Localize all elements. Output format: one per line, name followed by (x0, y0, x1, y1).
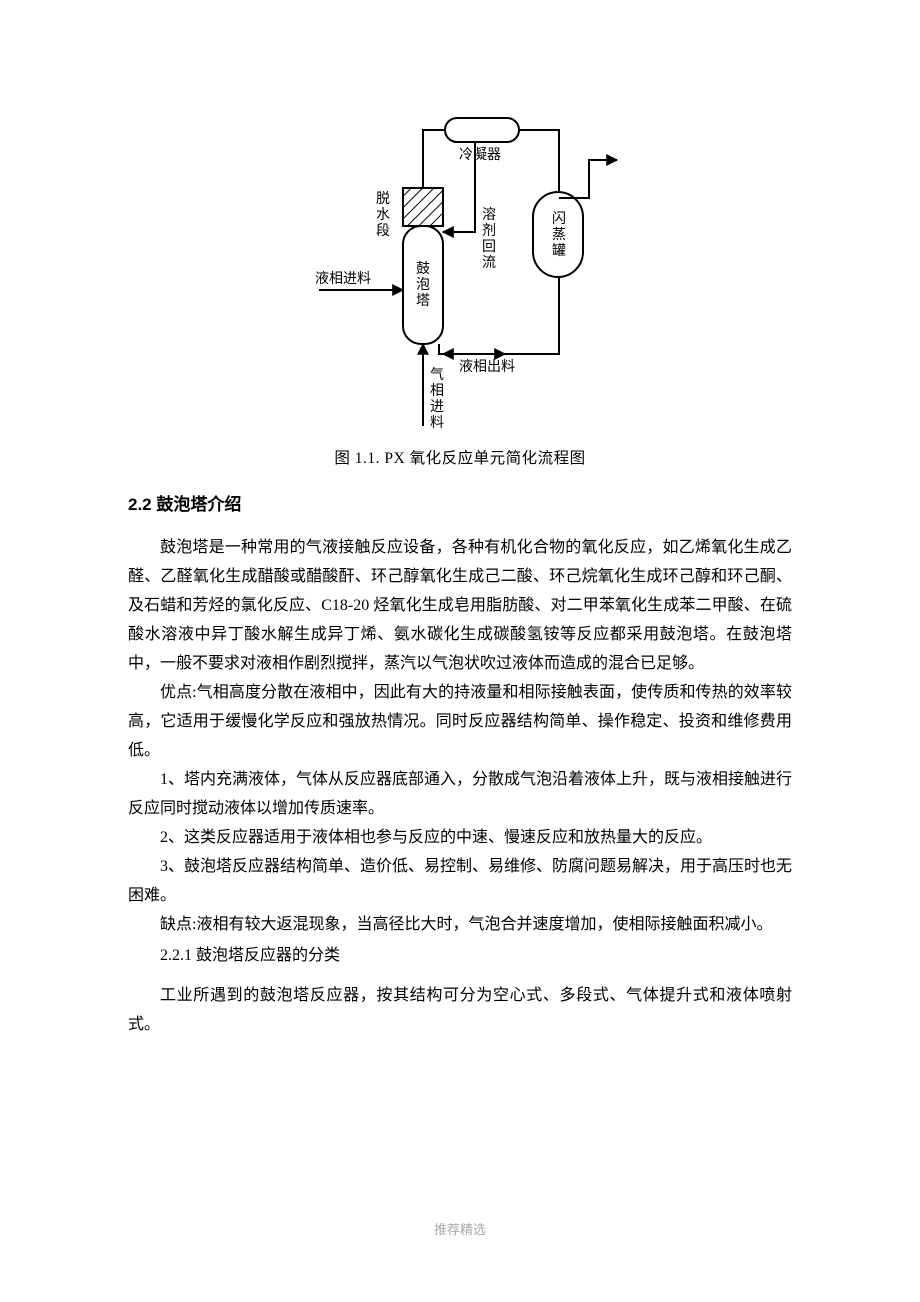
label-liquid-out: 液相出料 (459, 358, 515, 374)
paragraph-point-1: 1、塔内充满液体，气体从反应器底部通入，分散成气泡沿着液体上升，既与液相接触进行… (128, 765, 792, 823)
label-dehydration: 脱水段 (375, 190, 391, 238)
paragraph-point-2: 2、这类反应器适用于液体相也参与反应的中速、慢速反应和放热量大的反应。 (128, 823, 792, 852)
label-gas-in: 气相进料 (429, 366, 445, 430)
paragraph-point-3: 3、鼓泡塔反应器结构简单、造价低、易控制、易维修、防腐问题易解决，用于高压时也无… (128, 852, 792, 910)
page-footer: 推荐精选 (0, 1219, 920, 1238)
label-solvent-reflux: 溶剂回流 (481, 206, 497, 270)
label-bubble-tower: 鼓泡塔 (415, 260, 431, 308)
paragraph-disadvantages: 缺点:液相有较大返混现象，当高径比大时，气泡合并速度增加，使相际接触面积减小。 (128, 910, 792, 939)
label-dehydration-text: 脱水段 (375, 190, 391, 238)
subheading-2-2-1: 2.2.1 鼓泡塔反应器的分类 (128, 941, 792, 971)
diagram-container: 冷凝器 脱水段 液相进料 鼓泡塔 溶剂回流 闪蒸罐 液相出料 气相进料 (128, 100, 792, 440)
heading-2-2: 2.2 鼓泡塔介绍 (128, 490, 792, 515)
process-flow-diagram: 冷凝器 脱水段 液相进料 鼓泡塔 溶剂回流 闪蒸罐 液相出料 气相进料 (295, 100, 625, 440)
label-solvent-reflux-text: 溶剂回流 (481, 206, 497, 270)
label-gas-in-text: 气相进料 (429, 366, 445, 430)
label-flash-tank: 闪蒸罐 (551, 210, 567, 258)
paragraph-intro: 鼓泡塔是一种常用的气液接触反应设备，各种有机化合物的氧化反应，如乙烯氧化生成乙醛… (128, 533, 792, 678)
paragraph-classification: 工业所遇到的鼓泡塔反应器，按其结构可分为空心式、多段式、气体提升式和液体喷射式。 (128, 981, 792, 1039)
figure-caption: 图 1.1. PX 氧化反应单元简化流程图 (128, 446, 792, 468)
document-page: 冷凝器 脱水段 液相进料 鼓泡塔 溶剂回流 闪蒸罐 液相出料 气相进料 图 1.… (0, 0, 920, 1039)
label-bubble-tower-text: 鼓泡塔 (415, 260, 431, 308)
label-liquid-in: 液相进料 (315, 270, 371, 286)
label-condenser: 冷凝器 (459, 146, 501, 162)
label-flash-tank-text: 闪蒸罐 (551, 210, 567, 258)
paragraph-advantages: 优点:气相高度分散在液相中，因此有大的持液量和相际接触表面，使传质和传热的效率较… (128, 678, 792, 765)
